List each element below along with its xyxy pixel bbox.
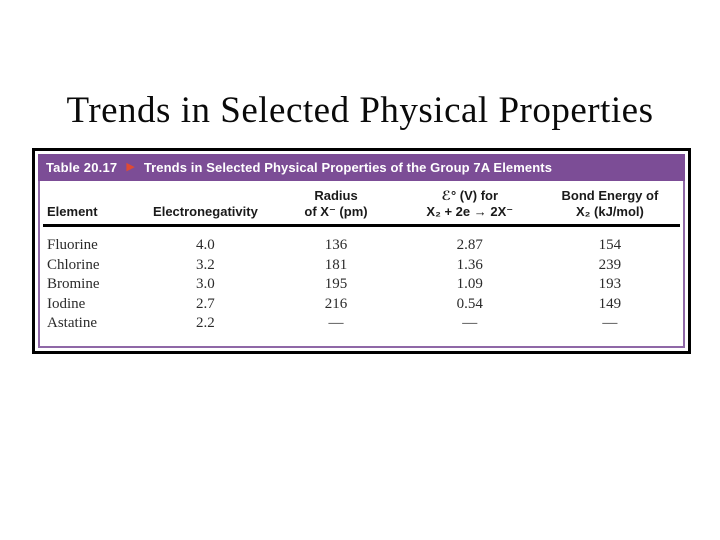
bond-energy-cell: 154: [598, 237, 622, 253]
table-figure: Table 20.17 ▶ Trends in Selected Physica…: [32, 148, 691, 354]
radius-cell: 181: [324, 256, 348, 273]
table-row: Chlorine 3.2 181 1.36 239: [43, 256, 680, 276]
electronegativity-cell: 4.0: [196, 237, 215, 253]
column-header-electronegativity: Electronegativity: [138, 186, 273, 227]
bond-energy-cell: —: [602, 315, 618, 331]
header-line: Element: [47, 204, 98, 219]
table-caption-bar: Table 20.17 ▶ Trends in Selected Physica…: [38, 154, 685, 181]
electronegativity-cell: 3.0: [196, 276, 215, 292]
header-line: Electronegativity: [153, 204, 258, 219]
header-line: Radius: [314, 188, 358, 203]
table-content-area: Element Electronegativity Radius of X⁻ (…: [38, 181, 685, 348]
bond-energy-cell: 193: [598, 276, 622, 292]
column-header-bond-energy: Bond Energy of X₂ (kJ/mol): [539, 186, 680, 227]
data-table: Element Electronegativity Radius of X⁻ (…: [43, 186, 680, 334]
radius-cell: 216: [324, 295, 348, 312]
potential-cell: 2.87: [456, 237, 483, 253]
electronegativity-cell: 2.2: [196, 315, 215, 331]
element-cell: Bromine: [47, 276, 100, 292]
element-cell: Chlorine: [47, 256, 100, 273]
table-rows: Fluorine 4.0 136 2.87 154 Chlorine 3.2 1…: [43, 226, 680, 334]
potential-cell: 1.09: [456, 276, 483, 292]
element-cell: Iodine: [47, 295, 86, 312]
potential-cell: —: [462, 315, 478, 331]
electronegativity-cell: 2.7: [196, 295, 215, 312]
header-line: X₂ (kJ/mol): [575, 204, 644, 219]
table-row: Bromine 3.0 195 1.09 193: [43, 275, 680, 295]
table-number-label: Table 20.17: [46, 160, 118, 175]
potential-cell: 0.54: [456, 295, 483, 312]
column-header-radius: Radius of X⁻ (pm): [272, 186, 400, 227]
table-row: Iodine 2.7 216 0.54 149: [43, 295, 680, 315]
radius-cell: 195: [324, 276, 348, 292]
bond-energy-cell: 149: [598, 295, 622, 312]
radius-cell: —: [328, 315, 344, 331]
bond-energy-cell: 239: [598, 256, 622, 273]
electronegativity-cell: 3.2: [196, 256, 215, 273]
column-header-potential: ℰ° (V) for X₂ + 2e → 2X⁻: [399, 186, 540, 227]
page-title: Trends in Selected Physical Properties: [66, 89, 654, 131]
element-cell: Astatine: [47, 315, 97, 331]
header-line: X₂ + 2e → 2X⁻: [426, 204, 514, 219]
table-figure-inner: Table 20.17 ▶ Trends in Selected Physica…: [38, 154, 685, 348]
radius-cell: 136: [324, 237, 348, 253]
potential-cell: 1.36: [456, 256, 483, 273]
element-cell: Fluorine: [47, 237, 98, 253]
table-header: Element Electronegativity Radius of X⁻ (…: [43, 186, 680, 227]
header-line: of X⁻ (pm): [304, 204, 368, 219]
header-line: Bond Energy of: [561, 188, 659, 203]
table-row: Fluorine 4.0 136 2.87 154: [43, 226, 680, 256]
table-row: Astatine 2.2 — — —: [43, 314, 680, 334]
table-caption-text: Trends in Selected Physical Properties o…: [143, 160, 553, 175]
triangle-right-icon: ▶: [126, 161, 135, 173]
header-row: Element Electronegativity Radius of X⁻ (…: [43, 186, 680, 227]
header-line: ℰ° (V) for: [441, 188, 499, 203]
column-header-element: Element: [43, 186, 139, 227]
